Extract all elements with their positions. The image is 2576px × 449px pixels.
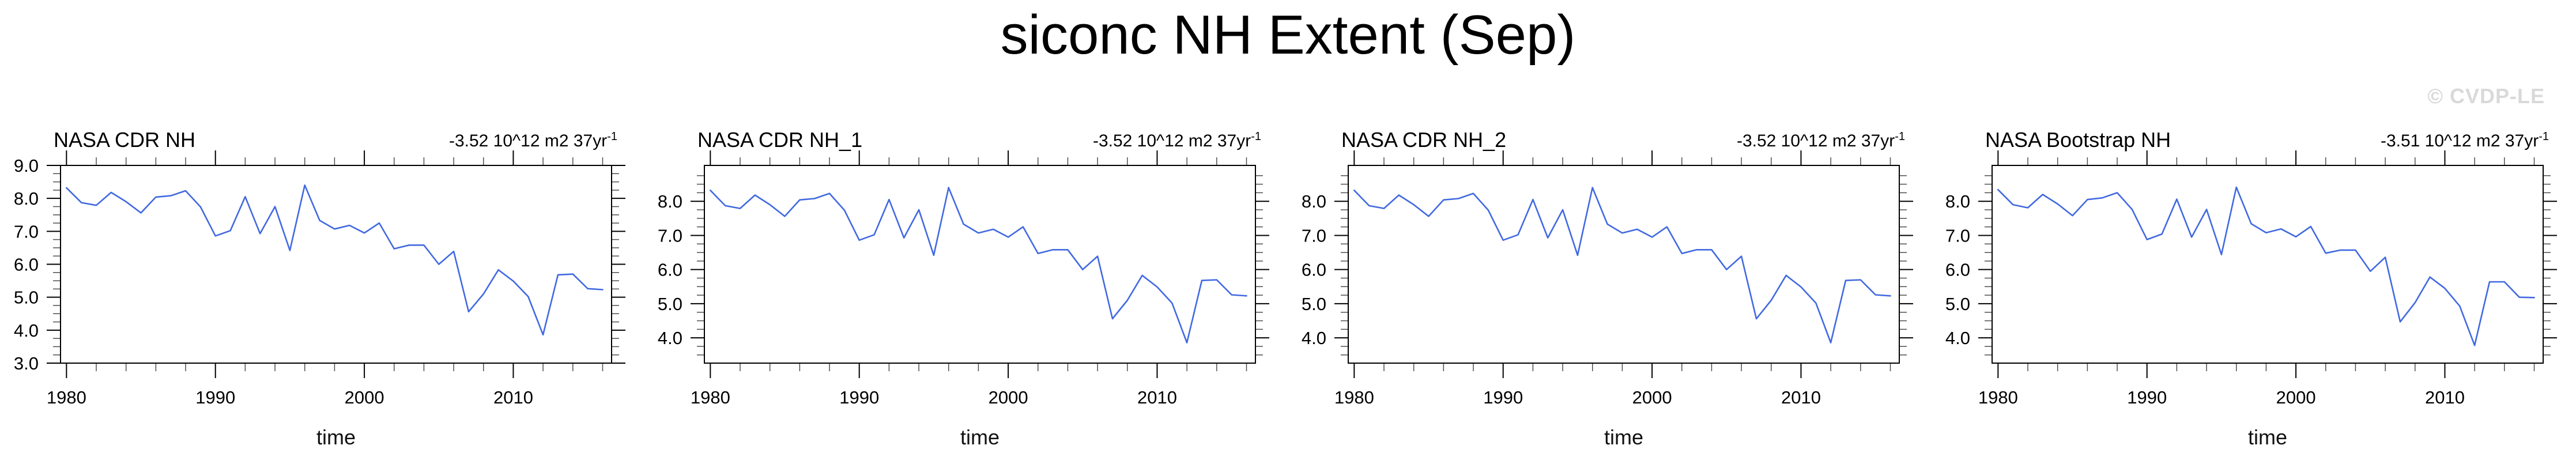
- x-tick-label: 1980: [1334, 387, 1374, 408]
- y-tick-label: 7.0: [1945, 225, 1970, 246]
- y-tick-label: 8.0: [1302, 191, 1326, 212]
- extent-line: [66, 184, 604, 336]
- minor-ticks: [53, 157, 619, 371]
- major-ticks: [47, 150, 625, 378]
- y-tick-label: 7.0: [14, 221, 39, 242]
- figure-title: siconc NH Extent (Sep): [1000, 4, 1576, 66]
- y-tick-label: 6.0: [1302, 260, 1326, 280]
- trend-annotation: -3.52 10^12 m2 37yr-1: [1737, 131, 1905, 151]
- x-tick-label: 1980: [691, 387, 730, 408]
- x-tick-label: 2000: [345, 387, 384, 408]
- y-tick-label: 3.0: [14, 353, 39, 373]
- x-tick-label: 1980: [1978, 387, 2018, 408]
- trend-annotation: -3.52 10^12 m2 37yr-1: [449, 131, 617, 151]
- x-tick-label: 1990: [1483, 387, 1523, 408]
- x-axis-title: time: [2247, 425, 2287, 449]
- x-axis-title: time: [1604, 425, 1643, 449]
- y-tick-label: 8.0: [658, 191, 682, 212]
- extent-line: [1353, 187, 1891, 344]
- plot-frame: [60, 165, 612, 364]
- y-tick-label: 5.0: [658, 294, 682, 314]
- y-tick-label: 4.0: [1945, 328, 1970, 348]
- tick-labels: 1980 1990 2000 2010 8.0 7.0 6.0 5.0 4.0: [1945, 191, 2465, 408]
- trend-exponent: -1: [1251, 130, 1261, 143]
- plot-frame: [1992, 165, 2544, 364]
- chart-panel-nasa-cdr-nh-1: NASA CDR NH_1 -3.52 10^12 m2 37yr-1 1980…: [658, 0, 1269, 449]
- dataset-label: NASA CDR NH_1: [697, 128, 863, 152]
- plot-area: 1980 1990 2000 2010 8.0 7.0 6.0 5.0 4.0: [1945, 150, 2557, 408]
- x-tick-label: 1990: [195, 387, 235, 408]
- x-tick-label: 2000: [989, 387, 1028, 408]
- plot-frame: [1348, 165, 1900, 364]
- x-tick-label: 1990: [839, 387, 879, 408]
- trend-value: -3.52 10^12 m2 37yr: [448, 131, 608, 150]
- trend-value: -3.51 10^12 m2 37yr: [2380, 131, 2539, 150]
- x-tick-label: 2010: [493, 387, 533, 408]
- x-axis-title: time: [316, 425, 356, 449]
- x-tick-label: 2000: [1632, 387, 1672, 408]
- trend-annotation: -3.52 10^12 m2 37yr-1: [1093, 131, 1261, 151]
- x-tick-label: 2000: [2276, 387, 2316, 408]
- extent-line: [1997, 186, 2535, 346]
- y-tick-label: 8.0: [14, 188, 39, 209]
- x-axis-title: time: [960, 425, 1000, 449]
- trend-exponent: -1: [2539, 130, 2549, 143]
- x-tick-label: 2010: [2425, 387, 2465, 408]
- plot-area: 1980 1990 2000 2010 8.0 7.0 6.0 5.0 4.0: [658, 150, 1269, 408]
- y-tick-label: 6.0: [14, 255, 39, 275]
- y-tick-label: 6.0: [1945, 260, 1970, 280]
- dataset-label: NASA CDR NH: [54, 128, 196, 152]
- dataset-label: NASA Bootstrap NH: [1985, 128, 2171, 152]
- y-tick-label: 5.0: [1302, 294, 1326, 314]
- y-tick-label: 7.0: [1302, 225, 1326, 246]
- y-tick-label: 4.0: [14, 320, 39, 341]
- y-tick-label: 6.0: [658, 260, 682, 280]
- cvdp-watermark: © CVDP-LE: [2427, 84, 2545, 108]
- trend-value: -3.52 10^12 m2 37yr: [1736, 131, 1895, 150]
- chart-panel-nasa-bootstrap-nh: NASA Bootstrap NH -3.51 10^12 m2 37yr-1 …: [1945, 0, 2557, 449]
- y-tick-label: 5.0: [14, 288, 39, 308]
- x-tick-label: 1990: [2127, 387, 2167, 408]
- x-tick-label: 1980: [47, 387, 86, 408]
- trend-exponent: -1: [1895, 130, 1905, 143]
- major-ticks: [1334, 150, 1913, 378]
- dataset-label: NASA CDR NH_2: [1341, 128, 1507, 152]
- minor-ticks: [1985, 157, 2551, 371]
- major-ticks: [691, 150, 1269, 378]
- chart-panel-nasa-cdr-nh: NASA CDR NH -3.52 10^12 m2 37yr-1 1980 19…: [14, 0, 625, 449]
- chart-panel-nasa-cdr-nh-2: NASA CDR NH_2 -3.52 10^12 m2 37yr-1 1980…: [1302, 0, 1913, 449]
- minor-ticks: [1341, 157, 1907, 371]
- minor-ticks: [697, 157, 1263, 371]
- tick-labels: 1980 1990 2000 2010 8.0 7.0 6.0 5.0 4.0: [1302, 191, 1821, 408]
- plot-area: 1980 1990 2000 2010 8.0 7.0 6.0 5.0 4.0: [1302, 150, 1913, 408]
- plot-frame: [704, 165, 1256, 364]
- y-tick-label: 5.0: [1945, 294, 1970, 314]
- x-tick-label: 2010: [1781, 387, 1821, 408]
- tick-labels: 1980 1990 2000 2010 9.0 8.0 7.0 6.0 5.0 4.0 3.0: [14, 156, 533, 408]
- trend-annotation: -3.51 10^12 m2 37yr-1: [2381, 131, 2549, 151]
- y-tick-label: 9.0: [14, 156, 39, 176]
- y-tick-label: 7.0: [658, 225, 682, 246]
- major-ticks: [1978, 150, 2557, 378]
- extent-line: [710, 187, 1247, 344]
- trend-value: -3.52 10^12 m2 37yr: [1092, 131, 1251, 150]
- y-tick-label: 4.0: [658, 328, 682, 348]
- tick-labels: 1980 1990 2000 2010 8.0 7.0 6.0 5.0 4.0: [658, 191, 1177, 408]
- y-tick-label: 8.0: [1945, 191, 1970, 212]
- trend-exponent: -1: [607, 130, 617, 143]
- x-tick-label: 2010: [1137, 387, 1177, 408]
- plot-area: 1980 1990 2000 2010 9.0 8.0 7.0 6.0 5.0 4.0 3.0: [14, 150, 625, 408]
- y-tick-label: 4.0: [1302, 328, 1326, 348]
